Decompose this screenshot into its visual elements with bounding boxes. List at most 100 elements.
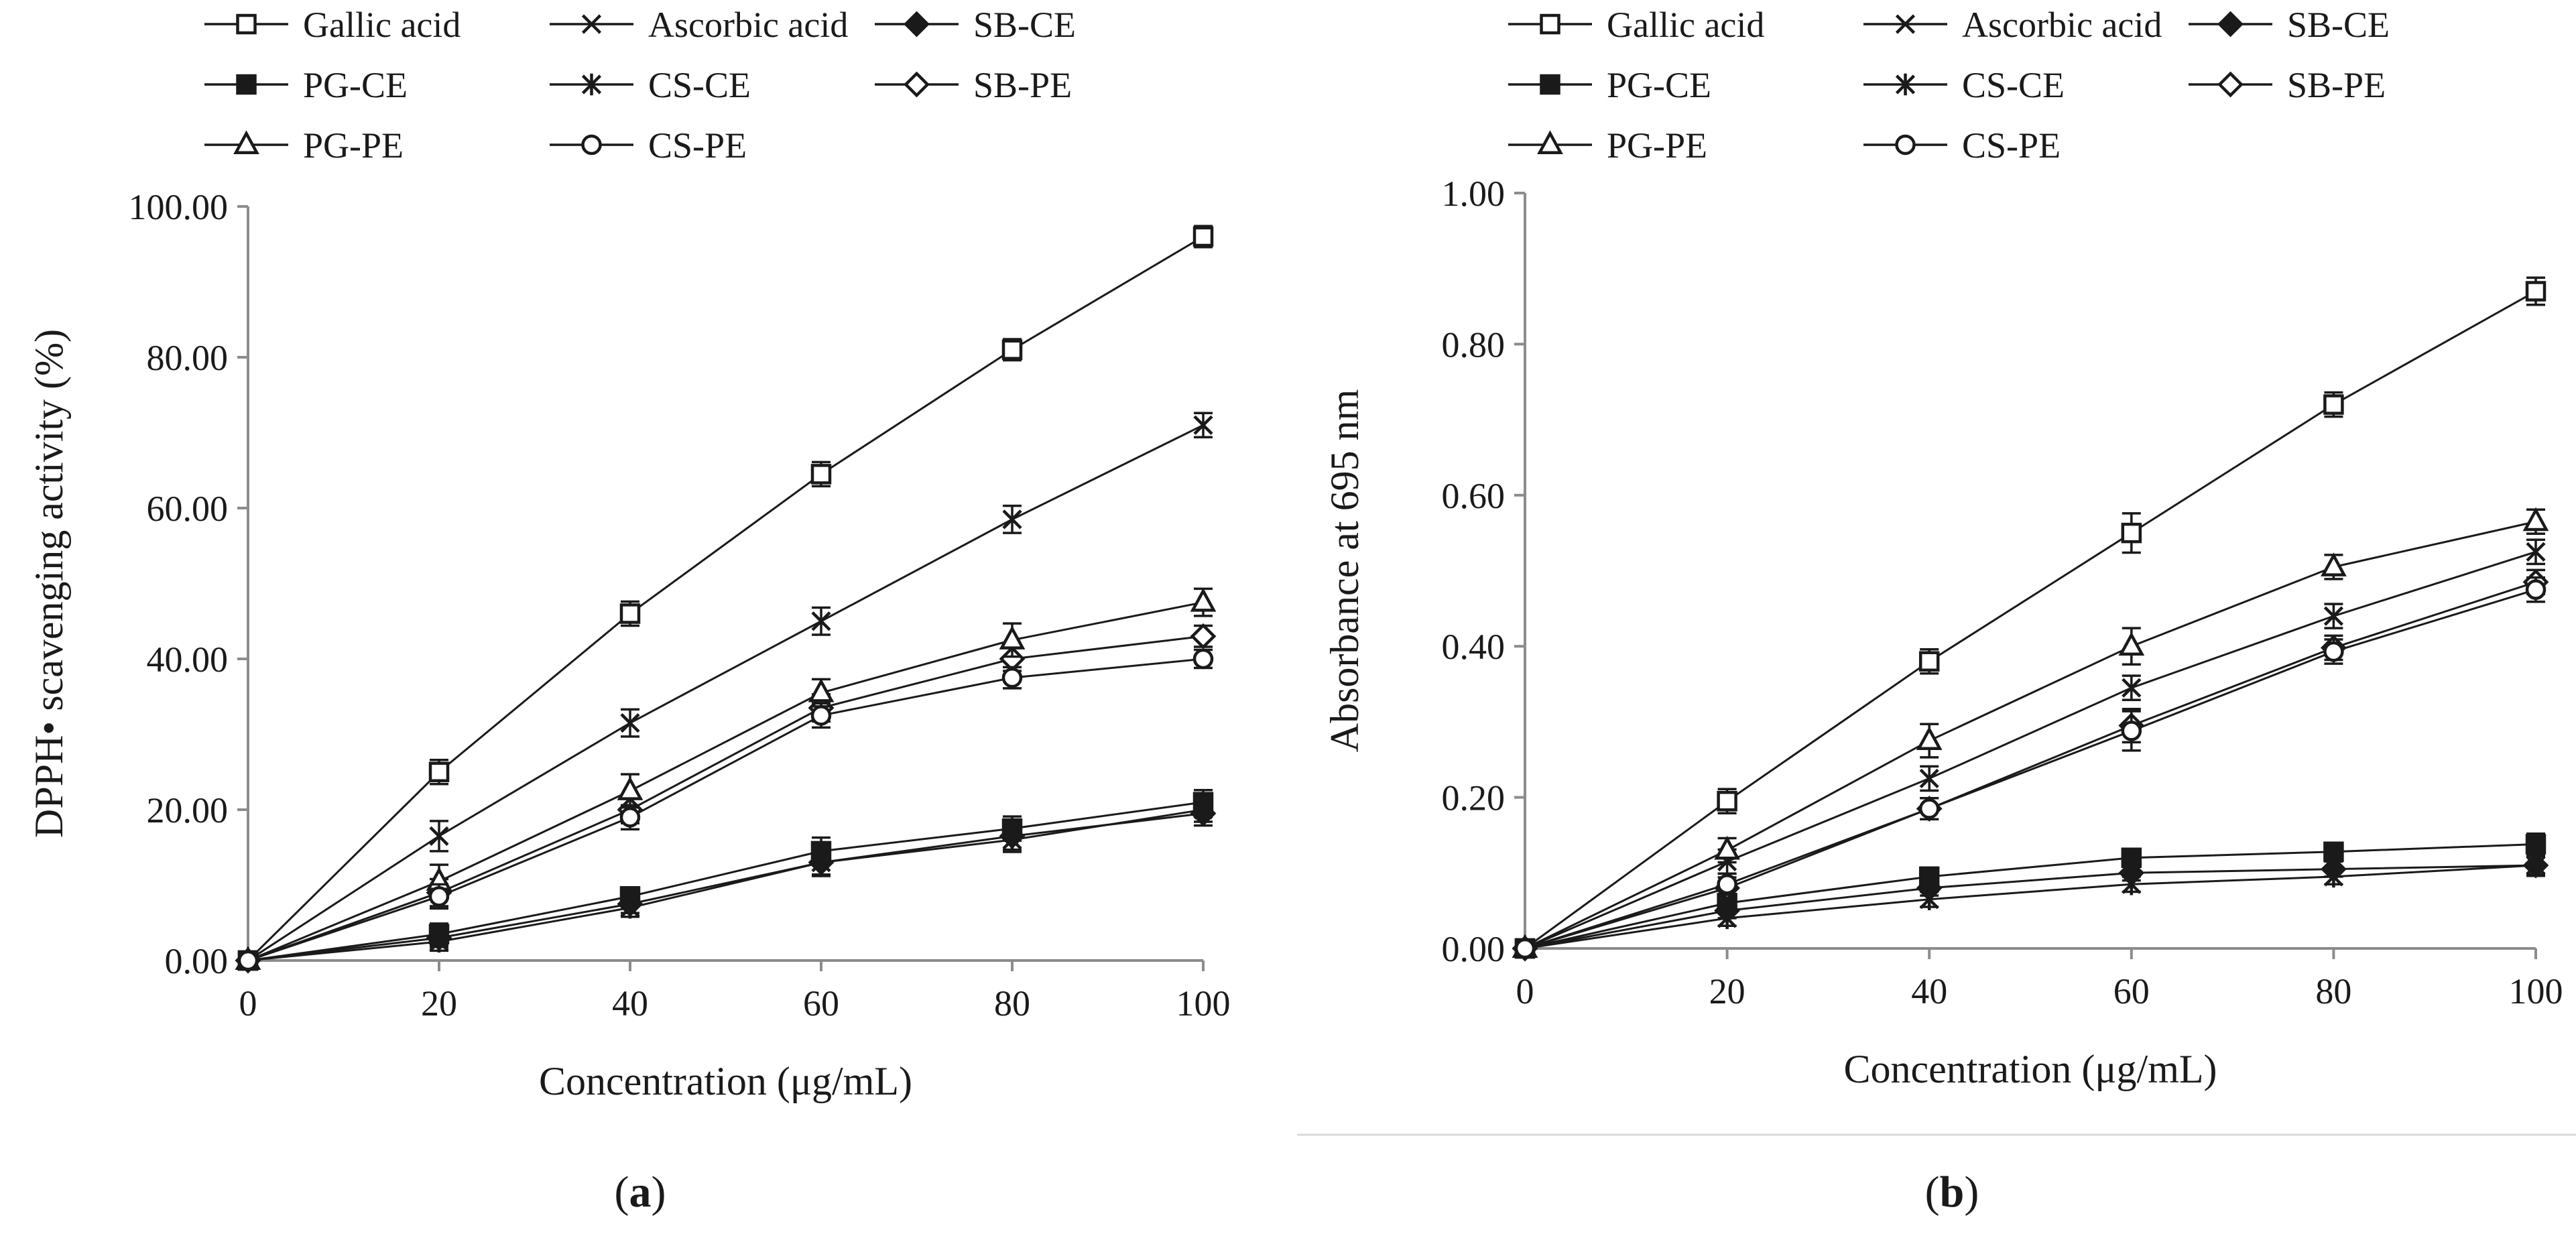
data-point: [2323, 865, 2343, 888]
series-line: [1524, 550, 2536, 950]
panel-label-letter: b: [1940, 1168, 1965, 1217]
data-point: [2323, 841, 2344, 862]
series-sb-ce: [1512, 852, 2549, 962]
data-point: [2526, 542, 2546, 562]
legend-label: CS-PE: [1962, 125, 2061, 166]
legend-marker: [233, 130, 259, 154]
data-point: [429, 930, 449, 953]
y-tick-label: 20.00: [147, 790, 229, 830]
data-point: [1193, 415, 1213, 435]
data-point: [2121, 522, 2142, 544]
legend-marker: [1537, 130, 1563, 154]
data-point: [999, 625, 1026, 649]
data-point: [1919, 888, 1939, 910]
legend-marker: [904, 11, 930, 38]
data-point: [2121, 847, 2142, 869]
series-line: [247, 635, 1204, 962]
legend-marker: [2217, 71, 2244, 98]
series-line: [1524, 589, 2536, 950]
legend-label: CS-CE: [1962, 65, 2065, 105]
legend-marker: [1895, 14, 1916, 34]
y-tick-label: 40.00: [147, 639, 229, 680]
data-point: [1192, 226, 1214, 247]
legend-label: Gallic acid: [1607, 5, 1764, 45]
y-tick-label: 60.00: [147, 489, 229, 529]
y-tick-label: 0.40: [1442, 627, 1506, 667]
series-sb-pe: [235, 623, 1217, 974]
series-ascorbic-acid: [1515, 538, 2546, 958]
series-line: [1524, 520, 2536, 950]
x-tick-label: 60: [2113, 971, 2150, 1011]
legend-label: Ascorbic acid: [648, 5, 848, 45]
y-tick-label: 0.60: [1442, 476, 1506, 516]
series-line: [1524, 843, 2536, 950]
panel-label-letter: a: [629, 1168, 652, 1217]
data-point: [1514, 938, 1536, 959]
series-sb-pe: [1512, 568, 2549, 962]
data-point: [2121, 721, 2142, 741]
panel-label: (a): [615, 1168, 666, 1217]
data-point: [2118, 631, 2145, 656]
series-line: [1524, 864, 2536, 950]
legend-marker: [581, 134, 602, 156]
panel-label-open: (: [1925, 1168, 1940, 1217]
data-point: [2525, 579, 2547, 600]
data-point: [1002, 509, 1022, 530]
legend-marker: [236, 13, 257, 35]
series-cs-ce: [1515, 853, 2546, 960]
series-cs-ce: [238, 796, 1213, 972]
chart-panel-a: 0.00 20.00 40.00 60.00 80.00 100.00 0 20 40 60 80 1…: [27, 5, 1231, 1217]
data-point: [1918, 798, 1940, 819]
x-tick-label: 40: [1911, 971, 1947, 1011]
series-gallic-acid: [1514, 276, 2547, 959]
y-tick-label: 1.00: [1442, 174, 1506, 214]
data-point: [2526, 854, 2546, 877]
data-point: [429, 826, 449, 846]
legend-label: PG-PE: [1607, 125, 1707, 166]
panel-label-close: ): [1964, 1168, 1979, 1217]
data-point: [620, 897, 640, 919]
panel-label-open: (: [615, 1168, 629, 1217]
chart-panel-b: 0.00 0.20 0.40 0.60 0.80 1.00 0 20 40 60 80 100 Conc…: [1297, 5, 2576, 1217]
panel-label-close: ): [652, 1168, 666, 1217]
data-point: [1918, 651, 1940, 672]
x-axis-title: Concentration (μg/mL): [539, 1059, 912, 1103]
data-point: [1190, 623, 1217, 649]
legend-marker: [2217, 11, 2244, 38]
legend-label: SB-CE: [973, 5, 1076, 45]
y-tick-label: 0.00: [1442, 929, 1506, 969]
series-line: [1524, 580, 2536, 950]
x-tick-label: 0: [239, 983, 257, 1024]
data-point: [620, 713, 640, 733]
data-point: [808, 678, 835, 702]
y-tick-label: 100.00: [129, 187, 229, 227]
data-point: [619, 603, 641, 624]
series-line: [247, 424, 1204, 962]
legend-marker: [1895, 73, 1916, 96]
data-point: [1918, 866, 1940, 887]
data-point: [1002, 828, 1022, 851]
data-point: [2525, 834, 2547, 855]
y-tick-label: 0.00: [165, 941, 229, 981]
data-point: [1919, 768, 1939, 789]
legend-marker: [1895, 134, 1916, 156]
x-tick-label: 0: [1516, 971, 1534, 1011]
series-line: [1524, 864, 2536, 950]
x-tick-label: 100: [1176, 983, 1231, 1024]
data-point: [1193, 798, 1213, 821]
series-line: [247, 812, 1204, 962]
series-pg-ce: [1514, 832, 2547, 959]
data-point: [2323, 641, 2344, 662]
data-point: [2321, 552, 2347, 576]
series-line: [247, 801, 1204, 962]
legend-label: PG-CE: [1607, 65, 1711, 105]
data-point: [1001, 339, 1023, 360]
data-point: [617, 776, 643, 800]
legend: Gallic acid Ascorbic acid SB-CE PG-CE CS-CE S…: [1508, 5, 2390, 166]
data-point: [1717, 907, 1737, 930]
data-point: [2522, 507, 2549, 532]
legend-label: SB-PE: [2287, 65, 2386, 105]
legend-label: Gallic acid: [303, 5, 461, 45]
legend-label: SB-PE: [973, 65, 1072, 105]
